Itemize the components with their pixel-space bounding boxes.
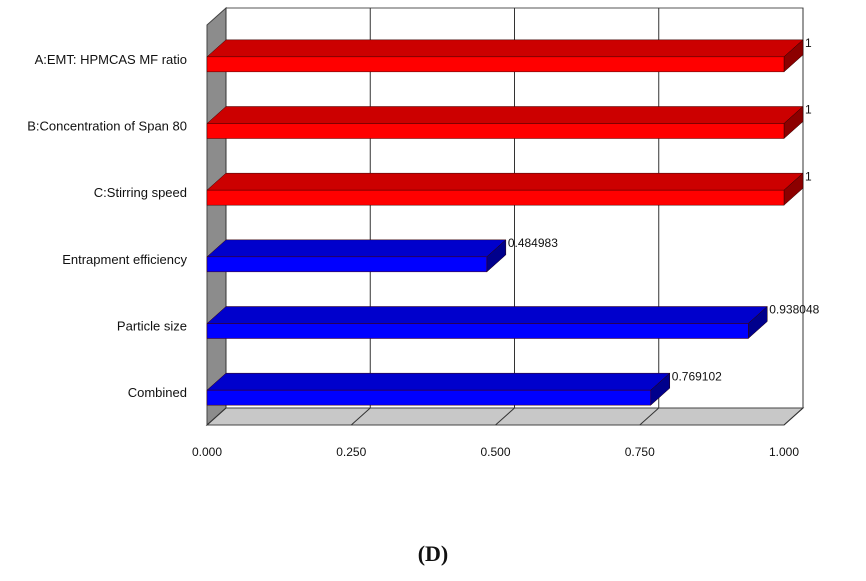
bar xyxy=(206,56,785,73)
x-tick-label: 0.500 xyxy=(480,445,510,459)
bar-top xyxy=(206,372,671,391)
bar-top xyxy=(206,172,804,191)
bar-top xyxy=(206,106,804,124)
floor-grid-line xyxy=(350,407,371,426)
bar xyxy=(206,123,785,139)
x-tick-label: 1.000 xyxy=(769,445,799,459)
caption: (D) xyxy=(418,541,449,566)
value-label: 1 xyxy=(805,36,812,50)
bar-top xyxy=(206,239,507,258)
category-label: Combined xyxy=(128,385,187,400)
category-label: A:EMT: HPMCAS MF ratio xyxy=(35,52,187,67)
value-label: 0.938048 xyxy=(769,303,819,317)
value-label: 0.769102 xyxy=(672,369,722,383)
category-label: Entrapment efficiency xyxy=(62,252,187,267)
bar-top xyxy=(206,39,804,58)
x-tick-label: 0.000 xyxy=(192,445,222,459)
bar xyxy=(206,256,488,273)
bar xyxy=(206,389,652,406)
x-tick-label: 0.250 xyxy=(336,445,366,459)
floor-grid-line xyxy=(206,407,227,426)
value-label: 1 xyxy=(805,103,812,117)
category-label: B:Concentration of Span 80 xyxy=(27,118,187,133)
bar xyxy=(206,189,785,206)
category-label: Particle size xyxy=(117,318,187,333)
category-label: C:Stirring speed xyxy=(94,185,187,200)
x-tick-label: 0.750 xyxy=(625,445,655,459)
floor-grid-line xyxy=(783,407,804,426)
value-label: 0.484983 xyxy=(508,236,558,250)
value-label: 1 xyxy=(805,169,812,183)
floor-grid-line xyxy=(495,407,515,426)
bar xyxy=(206,323,749,339)
floor-grid-line xyxy=(639,407,660,426)
bar-top xyxy=(206,306,768,324)
